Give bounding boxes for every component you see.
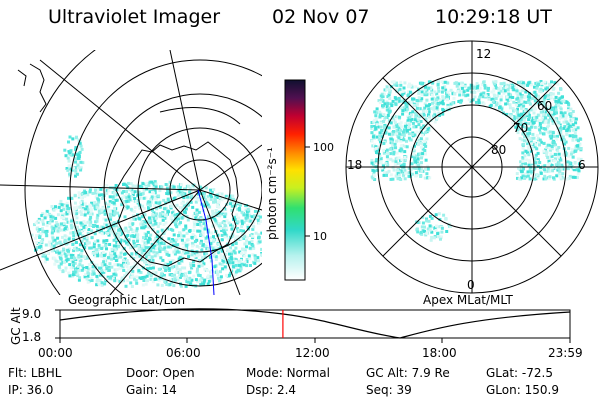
mag-aurora-emission <box>370 80 583 242</box>
info-ip: IP: 36.0 <box>8 383 54 397</box>
mlt-label-12: 12 <box>476 47 491 61</box>
colorbar-unit-label: photon cm⁻²s⁻¹ <box>265 147 279 240</box>
info-mode: Mode: Normal <box>246 366 330 380</box>
colorbar <box>284 79 310 281</box>
time-tick-2359: 23:59 <box>548 346 583 360</box>
mlat-label-60: 60 <box>537 99 552 113</box>
geographic-map <box>0 50 262 295</box>
observation-time: 10:29:18 UT <box>435 6 552 28</box>
altitude-strip <box>55 308 571 343</box>
observation-date: 02 Nov 07 <box>272 6 370 28</box>
magnetic-polar-plot <box>345 40 599 294</box>
time-tick-0000: 00:00 <box>38 346 73 360</box>
time-tick-1200: 12:00 <box>295 346 330 360</box>
colorbar-tick-100: 100 <box>313 141 334 154</box>
alt-tick-9: 9.0 <box>22 307 41 321</box>
info-glon: GLon: 150.9 <box>486 383 559 397</box>
info-glat: GLat: -72.5 <box>486 366 553 380</box>
geo-panel-label: Geographic Lat/Lon <box>68 293 185 307</box>
altitude-axis-label: GC Alt <box>9 307 23 345</box>
info-seq: Seq: 39 <box>366 383 412 397</box>
instrument-title: Ultraviolet Imager <box>48 6 221 28</box>
geo-aurora-emission <box>30 135 262 288</box>
altitude-curve <box>59 308 571 339</box>
info-door: Door: Open <box>126 366 195 380</box>
time-tick-0600: 06:00 <box>166 346 201 360</box>
mlt-label-6: 6 <box>578 158 586 172</box>
mag-panel-label: Apex MLat/MLT <box>423 293 513 307</box>
mlat-label-70: 70 <box>513 121 528 135</box>
info-dsp: Dsp: 2.4 <box>246 383 297 397</box>
time-tick-1800: 18:00 <box>422 346 457 360</box>
info-flt: Flt: LBHL <box>8 366 62 380</box>
alt-tick-1-8: 1.8 <box>22 330 41 344</box>
info-gain: Gain: 14 <box>126 383 177 397</box>
info-gc-alt: GC Alt: 7.9 Re <box>366 366 450 380</box>
mlat-label-80: 80 <box>491 143 506 157</box>
mlt-label-18: 18 <box>347 158 362 172</box>
mlt-label-0: 0 <box>467 278 475 292</box>
colorbar-tick-10: 10 <box>313 230 327 243</box>
